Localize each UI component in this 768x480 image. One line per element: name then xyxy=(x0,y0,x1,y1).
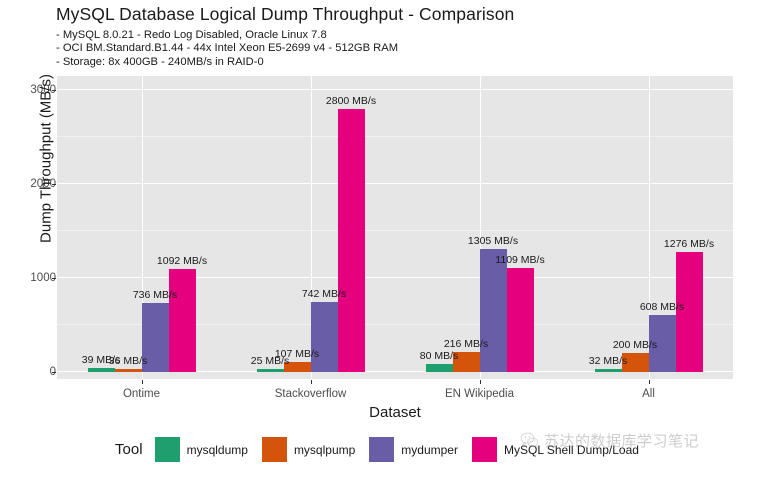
gridline-vertical xyxy=(141,76,143,379)
legend-item[interactable]: mysqldump xyxy=(154,437,248,462)
bar xyxy=(141,302,169,372)
bar-value-label: 32 MB/s xyxy=(588,354,628,367)
legend-label: mysqldump xyxy=(186,442,248,457)
x-axis-tick-label: All xyxy=(642,388,655,400)
bar-value-label: 1276 MB/s xyxy=(663,238,715,251)
y-axis-tick-mark xyxy=(52,372,56,373)
y-axis-tick-mark xyxy=(52,90,56,92)
bar-value-label: 36 MB/s xyxy=(108,354,148,367)
subtitle-line-2: - OCI BM.Standard.B1.44 - 44x Intel Xeon… xyxy=(56,42,399,55)
legend-item[interactable]: mydumper xyxy=(369,437,458,462)
gridline-vertical xyxy=(310,76,312,379)
x-axis-tick-mark xyxy=(141,380,143,384)
subtitle-line-1: - MySQL 8.0.21 - Redo Log Disabled, Orac… xyxy=(56,29,327,41)
gridline-minor xyxy=(57,230,733,232)
bar xyxy=(283,361,311,372)
gridline-vertical xyxy=(648,76,650,379)
bar xyxy=(256,369,284,372)
legend-color-swatch xyxy=(369,437,395,462)
bar-value-label: 2800 MB/s xyxy=(325,94,377,107)
bar xyxy=(675,252,703,372)
bar-value-label: 107 MB/s xyxy=(274,347,320,360)
bar xyxy=(621,353,649,372)
bar xyxy=(479,249,507,372)
bar xyxy=(337,108,365,372)
legend-label: MySQL Shell Dump/Load xyxy=(503,442,639,457)
bar xyxy=(594,369,622,372)
y-axis-tick-mark xyxy=(52,184,56,186)
bar-value-label: 25 MB/s xyxy=(250,355,290,367)
bar-value-label: 216 MB/s xyxy=(443,337,489,350)
legend-label: mydumper xyxy=(401,442,458,457)
y-axis-tick-label: 1000 xyxy=(30,272,56,285)
bar-value-label: 1109 MB/s xyxy=(495,253,545,266)
plot-panel xyxy=(57,76,733,379)
legend: Tool mysqldump mysqlpump mydumper MySQL She… xyxy=(0,437,768,462)
legend-color-swatch xyxy=(471,437,497,462)
legend-color-swatch xyxy=(261,437,287,462)
bar-value-label: 1305 MB/s xyxy=(467,235,519,248)
y-axis-title: Dump Throughput (MB/s) xyxy=(37,74,55,243)
legend-color-swatch xyxy=(154,437,180,462)
legend-item[interactable]: MySQL Shell Dump/Load xyxy=(471,437,639,462)
gridline-major xyxy=(57,277,733,279)
x-axis-tick-label: Stackoverflow xyxy=(274,388,347,400)
bar xyxy=(648,314,676,372)
chart-title: MySQL Database Logical Dump Throughput -… xyxy=(56,4,515,24)
x-axis-tick-mark xyxy=(648,380,650,384)
bar-value-label: 742 MB/s xyxy=(301,288,347,301)
x-axis-tick-label: EN Wikipedia xyxy=(444,388,515,400)
bar-value-label: 200 MB/s xyxy=(612,339,658,352)
y-axis-tick-label: 2000 xyxy=(30,178,56,191)
gridline-minor xyxy=(57,136,733,138)
legend-item[interactable]: mysqlpump xyxy=(261,437,356,462)
legend-label: mysqlpump xyxy=(293,442,356,457)
x-axis-tick-mark xyxy=(479,380,481,384)
gridline-major xyxy=(57,183,733,185)
x-axis-tick-label: Ontime xyxy=(122,388,161,400)
bar-value-label: 736 MB/s xyxy=(132,288,178,301)
x-axis-tick-mark xyxy=(310,380,312,384)
bar-value-label: 80 MB/s xyxy=(419,350,459,363)
x-axis-title: Dataset xyxy=(369,404,421,421)
legend-title: Tool xyxy=(115,441,143,458)
bar xyxy=(168,269,196,372)
bar xyxy=(506,267,534,372)
bar xyxy=(114,368,142,372)
bar-value-label: 608 MB/s xyxy=(639,300,685,313)
bar-value-label: 1092 MB/s xyxy=(156,255,208,268)
gridline-vertical xyxy=(479,76,481,379)
bar xyxy=(310,302,338,372)
gridline-major xyxy=(57,89,733,91)
gridline-minor xyxy=(57,324,733,326)
y-axis-tick-label: 3000 xyxy=(30,84,56,97)
gridline-major xyxy=(57,371,733,372)
bar xyxy=(452,351,480,372)
bar xyxy=(87,368,115,372)
y-axis-tick-mark xyxy=(52,278,56,280)
subtitle-line-3: - Storage: 8x 400GB - 240MB/s in RAID-0 xyxy=(56,55,264,68)
chart-subtitle: - MySQL 8.0.21 - Redo Log Disabled, Orac… xyxy=(56,29,398,69)
bar-value-label: 39 MB/s xyxy=(81,354,121,367)
bar xyxy=(425,364,453,372)
